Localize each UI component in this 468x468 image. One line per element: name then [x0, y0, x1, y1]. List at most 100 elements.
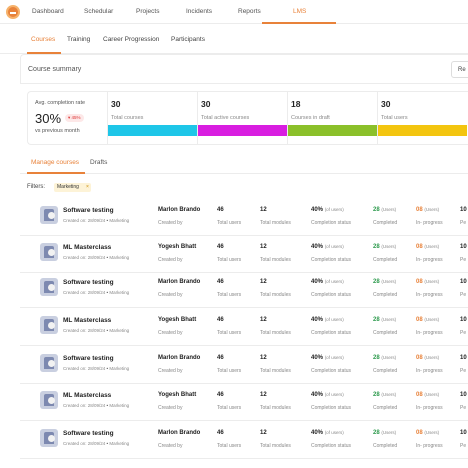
stat-value: 18 — [291, 99, 301, 109]
tab-training[interactable]: Training — [67, 36, 91, 43]
tab-drafts[interactable]: Drafts — [90, 159, 108, 166]
completed-value: 28 — [373, 355, 380, 361]
total-users-value: 46 — [217, 317, 224, 323]
course-title[interactable]: ML Masterclass — [63, 244, 112, 251]
completed-label: Completed — [373, 405, 398, 411]
completion-percent: 40% (of users) — [311, 279, 344, 285]
stat-color-bar — [288, 125, 377, 136]
pending-label: Pe — [460, 330, 467, 336]
course-title[interactable]: Software testing — [63, 279, 114, 286]
course-title[interactable]: Software testing — [63, 430, 114, 437]
course-meta: Created on: 28/09/24 • Marketing — [63, 366, 129, 371]
completed-unit: (Users) — [381, 244, 397, 249]
in-progress-label: In- progress — [416, 330, 443, 336]
created-by-label: Created by — [158, 220, 183, 226]
separator-dot: • — [105, 218, 110, 223]
total-users-label: Total users — [217, 368, 242, 374]
course-meta: Created on: 28/09/24 • Marketing — [63, 290, 129, 295]
completion-percent: 40% (of users) — [311, 317, 344, 323]
report-button[interactable]: Re — [451, 61, 468, 78]
in-progress-count: 08 (Users) — [416, 207, 439, 213]
total-modules-value: 12 — [260, 207, 267, 213]
stat-label: Total courses — [111, 115, 144, 121]
nav-item-reports[interactable]: Reports — [238, 8, 261, 15]
nav-item-dashboard[interactable]: Dashboard — [32, 8, 64, 15]
completed-label: Completed — [373, 257, 398, 263]
total-modules-label: Total modules — [260, 257, 291, 263]
course-tag: Marketing — [109, 290, 130, 295]
course-meta: Created on: 28/09/24 • Marketing — [63, 441, 129, 446]
created-on: Created on: 28/09/24 — [63, 218, 106, 223]
course-meta: Created on: 28/09/24 • Marketing — [63, 255, 129, 260]
course-tag: Marketing — [109, 403, 130, 408]
nav-item-incidents[interactable]: Incidents — [186, 8, 213, 15]
tab-courses[interactable]: Courses — [31, 36, 56, 43]
in-progress-unit: (Users) — [424, 392, 440, 397]
completed-label: Completed — [373, 443, 398, 449]
course-thumbnail — [40, 429, 58, 447]
total-users-value: 46 — [217, 430, 224, 436]
tab-participants[interactable]: Participants — [171, 36, 205, 43]
total-users-label: Total users — [217, 257, 242, 263]
total-modules-value: 12 — [260, 355, 267, 361]
pending-label: Pe — [460, 405, 467, 411]
stat-card-total-active-courses: 30 Total active courses — [197, 92, 287, 144]
table-row[interactable]: ML Masterclass Created on: 28/09/24 • Mar… — [20, 310, 468, 346]
active-tab-indicator — [27, 52, 61, 54]
nav-item-schedular[interactable]: Schedular — [84, 8, 114, 15]
table-row[interactable]: ML Masterclass Created on: 28/09/24 • Mar… — [20, 385, 468, 421]
course-title[interactable]: Software testing — [63, 207, 114, 214]
total-users-label: Total users — [217, 443, 242, 449]
top-navigation: Dashboard Schedular Projects Incidents R… — [0, 0, 468, 24]
in-progress-count: 08 (Users) — [416, 317, 439, 323]
completed-count: 28 (Users) — [373, 244, 396, 250]
table-row[interactable]: Software testing Created on: 28/09/24 • M… — [20, 423, 468, 459]
completion-unit: (of users) — [324, 317, 344, 322]
completion-percent: 40% (of users) — [311, 430, 344, 436]
creator-name: Marlon Brando — [158, 355, 201, 361]
filter-chip-marketing[interactable]: Marketing × — [54, 183, 91, 192]
completion-percent-value: 40% — [311, 207, 324, 213]
completion-unit: (of users) — [324, 244, 344, 249]
completion-status-label: Completion status — [311, 220, 352, 226]
completed-value: 28 — [373, 430, 380, 436]
close-icon[interactable]: × — [86, 184, 89, 190]
course-title[interactable]: ML Masterclass — [63, 317, 112, 324]
separator-dot: • — [105, 290, 110, 295]
completion-status-label: Completion status — [311, 368, 352, 374]
pending-count: 10 — [460, 430, 467, 436]
course-thumbnail — [40, 206, 58, 224]
completed-value: 28 — [373, 207, 380, 213]
in-progress-label: In- progress — [416, 292, 443, 298]
table-row[interactable]: ML Masterclass Created on: 28/09/24 • Mar… — [20, 237, 468, 273]
separator-dot: • — [105, 255, 110, 260]
in-progress-count: 08 (Users) — [416, 355, 439, 361]
in-progress-value: 08 — [416, 279, 423, 285]
avg-completion-label: Avg. completion rate — [35, 100, 86, 106]
total-modules-label: Total modules — [260, 220, 291, 226]
course-stats-panel: Avg. completion rate 30% ▾ 45% vs previo… — [27, 91, 468, 145]
completion-percent: 40% (of users) — [311, 355, 344, 361]
total-users-label: Total users — [217, 330, 242, 336]
separator-dot: • — [105, 403, 110, 408]
app-logo-icon[interactable] — [6, 5, 20, 19]
tab-career-progression[interactable]: Career Progression — [103, 36, 160, 43]
in-progress-unit: (Users) — [424, 430, 440, 435]
course-title[interactable]: ML Masterclass — [63, 392, 112, 399]
completed-unit: (Users) — [381, 317, 397, 322]
nav-item-lms[interactable]: LMS — [293, 8, 307, 15]
separator-dot: • — [105, 328, 110, 333]
table-row[interactable]: Software testing Created on: 28/09/24 • M… — [20, 348, 468, 384]
table-row[interactable]: Software testing Created on: 28/09/24 • M… — [20, 200, 468, 236]
in-progress-value: 08 — [416, 430, 423, 436]
nav-item-projects[interactable]: Projects — [136, 8, 160, 15]
total-users-label: Total users — [217, 220, 242, 226]
completed-label: Completed — [373, 330, 398, 336]
course-title[interactable]: Software testing — [63, 355, 114, 362]
pending-count: 10 — [460, 207, 467, 213]
tab-manage-courses[interactable]: Manage courses — [31, 159, 80, 166]
pending-count: 10 — [460, 244, 467, 250]
table-row[interactable]: Software testing Created on: 28/09/24 • M… — [20, 272, 468, 308]
completion-status-label: Completion status — [311, 443, 352, 449]
course-tag: Marketing — [109, 328, 130, 333]
